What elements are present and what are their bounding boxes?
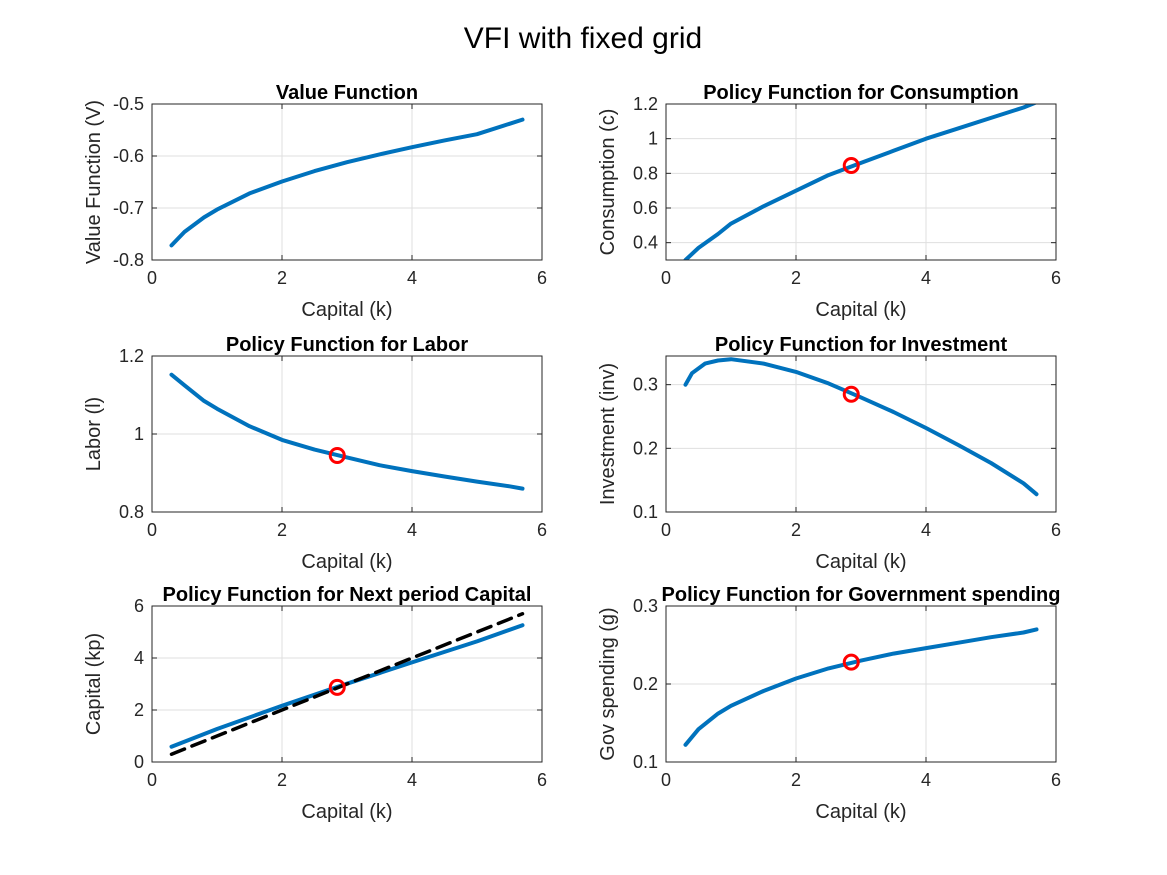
y-tick-label: 4 bbox=[134, 648, 144, 668]
steady-state-marker bbox=[328, 446, 346, 464]
figure-title: VFI with fixed grid bbox=[464, 22, 702, 55]
subplot-3: 0 2 4 6 0.8 1 1.2 Policy Function for Labor Capi… bbox=[83, 334, 547, 573]
y-tick-label: 0.1 bbox=[633, 502, 658, 522]
x-tick-label: 4 bbox=[921, 268, 931, 288]
subplot-4: 0 2 4 6 0.1 0.2 0.3 Policy Function for Investm… bbox=[597, 334, 1061, 573]
x-axis-label: Capital (k) bbox=[301, 551, 392, 573]
subplot-title: Policy Function for Government spending bbox=[662, 584, 1061, 606]
x-tick-label: 2 bbox=[277, 770, 287, 790]
y-tick-label: 0.3 bbox=[633, 596, 658, 616]
series-line bbox=[169, 117, 525, 248]
y-axis-label: Labor (l) bbox=[83, 397, 105, 471]
x-axis-label: Capital (k) bbox=[815, 801, 906, 823]
x-tick-label: 2 bbox=[277, 268, 287, 288]
steady-state-marker bbox=[842, 157, 860, 175]
x-tick-label: 0 bbox=[661, 770, 671, 790]
x-tick-label: 6 bbox=[537, 520, 547, 540]
y-tick-label: 0.1 bbox=[633, 752, 658, 772]
y-axis-label: Consumption (c) bbox=[597, 109, 619, 256]
y-tick-label: 0.3 bbox=[633, 375, 658, 395]
x-tick-label: 4 bbox=[407, 268, 417, 288]
subplot-title: Policy Function for Investment bbox=[715, 334, 1008, 356]
axes-box bbox=[151, 103, 543, 261]
subplot-2: 0 2 4 6 0.4 0.6 0.8 1 1.2 Policy Function for Con… bbox=[597, 82, 1061, 321]
y-tick-label: 0 bbox=[134, 752, 144, 772]
series-line bbox=[683, 357, 1039, 497]
y-tick-label: 6 bbox=[134, 596, 144, 616]
x-tick-label: 6 bbox=[1051, 770, 1061, 790]
x-tick-label: 2 bbox=[791, 520, 801, 540]
axes-box bbox=[665, 355, 1057, 513]
x-tick-label: 6 bbox=[1051, 268, 1061, 288]
y-tick-label: -0.8 bbox=[113, 250, 144, 270]
subplot-6: 0 2 4 6 0.1 0.2 0.3 Policy Function for Governm… bbox=[597, 584, 1061, 823]
x-axis-label: Capital (k) bbox=[301, 299, 392, 321]
steady-state-marker bbox=[842, 385, 860, 403]
subplot-title: Policy Function for Labor bbox=[226, 334, 468, 356]
x-tick-label: 2 bbox=[277, 520, 287, 540]
axes-box bbox=[151, 605, 543, 763]
y-axis-label: Value Function (V) bbox=[83, 100, 105, 264]
y-axis-label: Gov spending (g) bbox=[597, 607, 619, 760]
x-tick-label: 6 bbox=[537, 268, 547, 288]
y-tick-label: 2 bbox=[134, 700, 144, 720]
x-tick-label: 0 bbox=[147, 268, 157, 288]
x-tick-label: 4 bbox=[407, 770, 417, 790]
subplot-title: Policy Function for Consumption bbox=[703, 82, 1019, 104]
x-tick-label: 2 bbox=[791, 770, 801, 790]
subplot-title: Policy Function for Next period Capital bbox=[163, 584, 532, 606]
plot-area bbox=[666, 356, 1056, 512]
reference-line-45deg bbox=[169, 612, 525, 756]
subplot-title: Value Function bbox=[276, 82, 418, 104]
y-tick-label: 1.2 bbox=[633, 94, 658, 114]
x-tick-label: 0 bbox=[147, 770, 157, 790]
x-axis-label: Capital (k) bbox=[815, 551, 906, 573]
axes-box bbox=[665, 103, 1057, 261]
x-tick-label: 6 bbox=[537, 770, 547, 790]
y-tick-label: 0.8 bbox=[119, 502, 144, 522]
steady-state-marker bbox=[328, 678, 346, 696]
y-tick-label: -0.6 bbox=[113, 146, 144, 166]
y-tick-label: -0.5 bbox=[113, 94, 144, 114]
x-tick-label: 4 bbox=[921, 520, 931, 540]
x-tick-label: 4 bbox=[407, 520, 417, 540]
y-axis-label: Capital (kp) bbox=[83, 633, 105, 735]
x-tick-label: 2 bbox=[791, 268, 801, 288]
y-tick-label: 0.8 bbox=[633, 163, 658, 183]
x-axis-label: Capital (k) bbox=[815, 299, 906, 321]
y-tick-label: 0.2 bbox=[633, 674, 658, 694]
y-tick-label: 1.2 bbox=[119, 346, 144, 366]
y-tick-label: 1 bbox=[648, 129, 658, 149]
y-tick-label: 0.4 bbox=[633, 233, 658, 253]
subplot-5: 0 2 4 6 0 2 4 6 Policy Function for Next period … bbox=[83, 584, 547, 823]
x-tick-label: 0 bbox=[147, 520, 157, 540]
plot-area bbox=[666, 104, 1056, 260]
x-tick-label: 0 bbox=[661, 520, 671, 540]
x-tick-label: 4 bbox=[921, 770, 931, 790]
subplot-grid: 0 2 4 6 -0.8 -0.7 -0.6 -0.5 Value Function Capita… bbox=[83, 82, 1061, 823]
x-axis-label: Capital (k) bbox=[301, 801, 392, 823]
y-tick-label: 0.2 bbox=[633, 438, 658, 458]
y-tick-label: 1 bbox=[134, 424, 144, 444]
plot-area bbox=[152, 104, 542, 260]
x-tick-label: 0 bbox=[661, 268, 671, 288]
subplot-1: 0 2 4 6 -0.8 -0.7 -0.6 -0.5 Value Function Capita… bbox=[83, 82, 547, 321]
y-tick-label: -0.7 bbox=[113, 198, 144, 218]
y-axis-label: Investment (inv) bbox=[597, 363, 619, 505]
y-tick-label: 0.6 bbox=[633, 198, 658, 218]
steady-state-marker bbox=[842, 653, 860, 671]
x-tick-label: 6 bbox=[1051, 520, 1061, 540]
